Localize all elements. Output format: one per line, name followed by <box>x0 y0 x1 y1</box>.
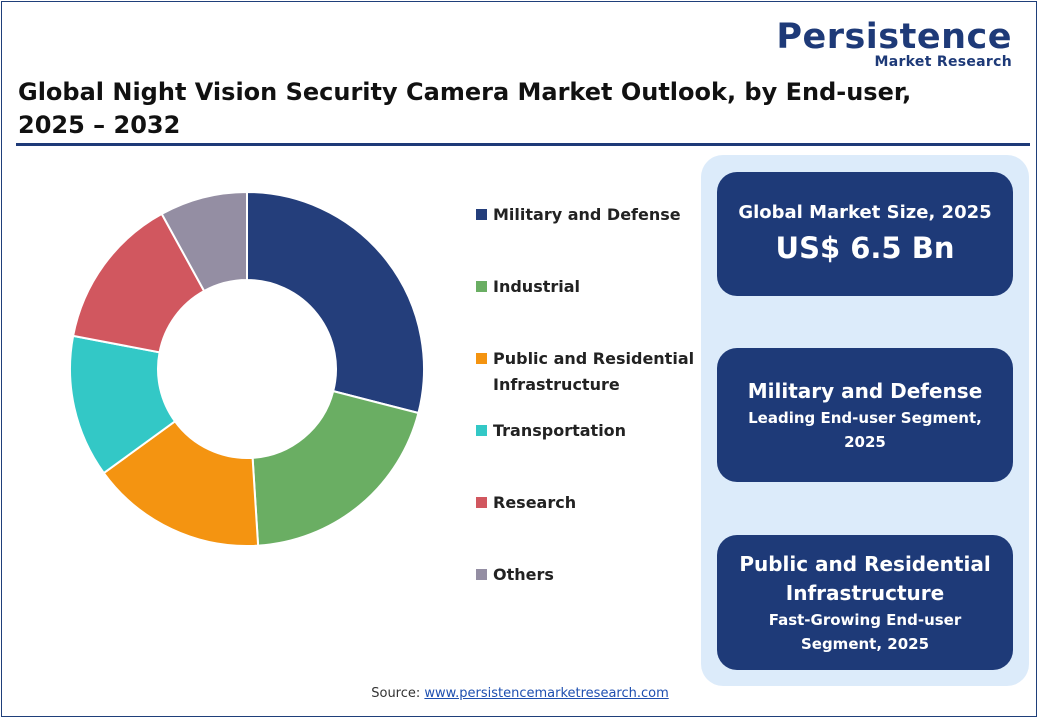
legend-swatch <box>476 569 487 580</box>
legend-label: Transportation <box>493 421 627 440</box>
legend-label: Industrial <box>493 277 581 296</box>
donut-slice-military-and-defense <box>246 190 425 415</box>
leading-segment-name: Military and Defense <box>747 378 983 403</box>
leading-segment-card: Military and Defense Leading End-user Se… <box>717 348 1013 482</box>
logo-main-text: Persistence <box>776 17 1012 57</box>
source-link[interactable]: www.persistencemarketresearch.com <box>424 686 669 701</box>
chart-title: Global Night Vision Security Camera Mark… <box>18 78 912 139</box>
source-label: Source: <box>371 686 421 701</box>
legend-label: Military and Defense <box>493 205 681 224</box>
donut-slice-industrial <box>251 389 420 547</box>
source-note: Source: www.persistencemarketresearch.co… <box>0 686 1040 701</box>
market-size-label: Global Market Size, 2025 <box>738 202 992 223</box>
legend-label: Others <box>493 565 554 584</box>
brand-logo: Persistence Market Research <box>776 18 1012 70</box>
growing-segment-name: Public and Residential Infrastructure <box>739 551 991 605</box>
legend-label: Public and Residential Infrastructure <box>493 349 695 394</box>
donut-slice-others <box>160 190 248 293</box>
market-size-card: Global Market Size, 2025 US$ 6.5 Bn <box>717 172 1013 296</box>
logo-sub-text: Market Research <box>874 54 1012 70</box>
growing-segment-label: Fast-Growing End-user Segment, 2025 <box>768 610 962 653</box>
donut-slice-public-and-residential-infrastructure <box>102 419 260 547</box>
legend-label: Research <box>493 493 577 512</box>
legend-swatch <box>476 353 487 364</box>
donut-slice-research <box>71 212 206 354</box>
title-divider <box>16 143 1030 146</box>
legend-swatch <box>476 281 487 292</box>
legend-swatch <box>476 209 487 220</box>
leading-segment-label: Leading End-user Segment, 2025 <box>748 408 982 451</box>
legend-swatch <box>476 425 487 436</box>
market-size-value: US$ 6.5 Bn <box>775 231 955 265</box>
donut-chart <box>69 190 425 547</box>
growing-segment-card: Public and Residential Infrastructure Fa… <box>717 535 1013 670</box>
legend-swatch <box>476 497 487 508</box>
